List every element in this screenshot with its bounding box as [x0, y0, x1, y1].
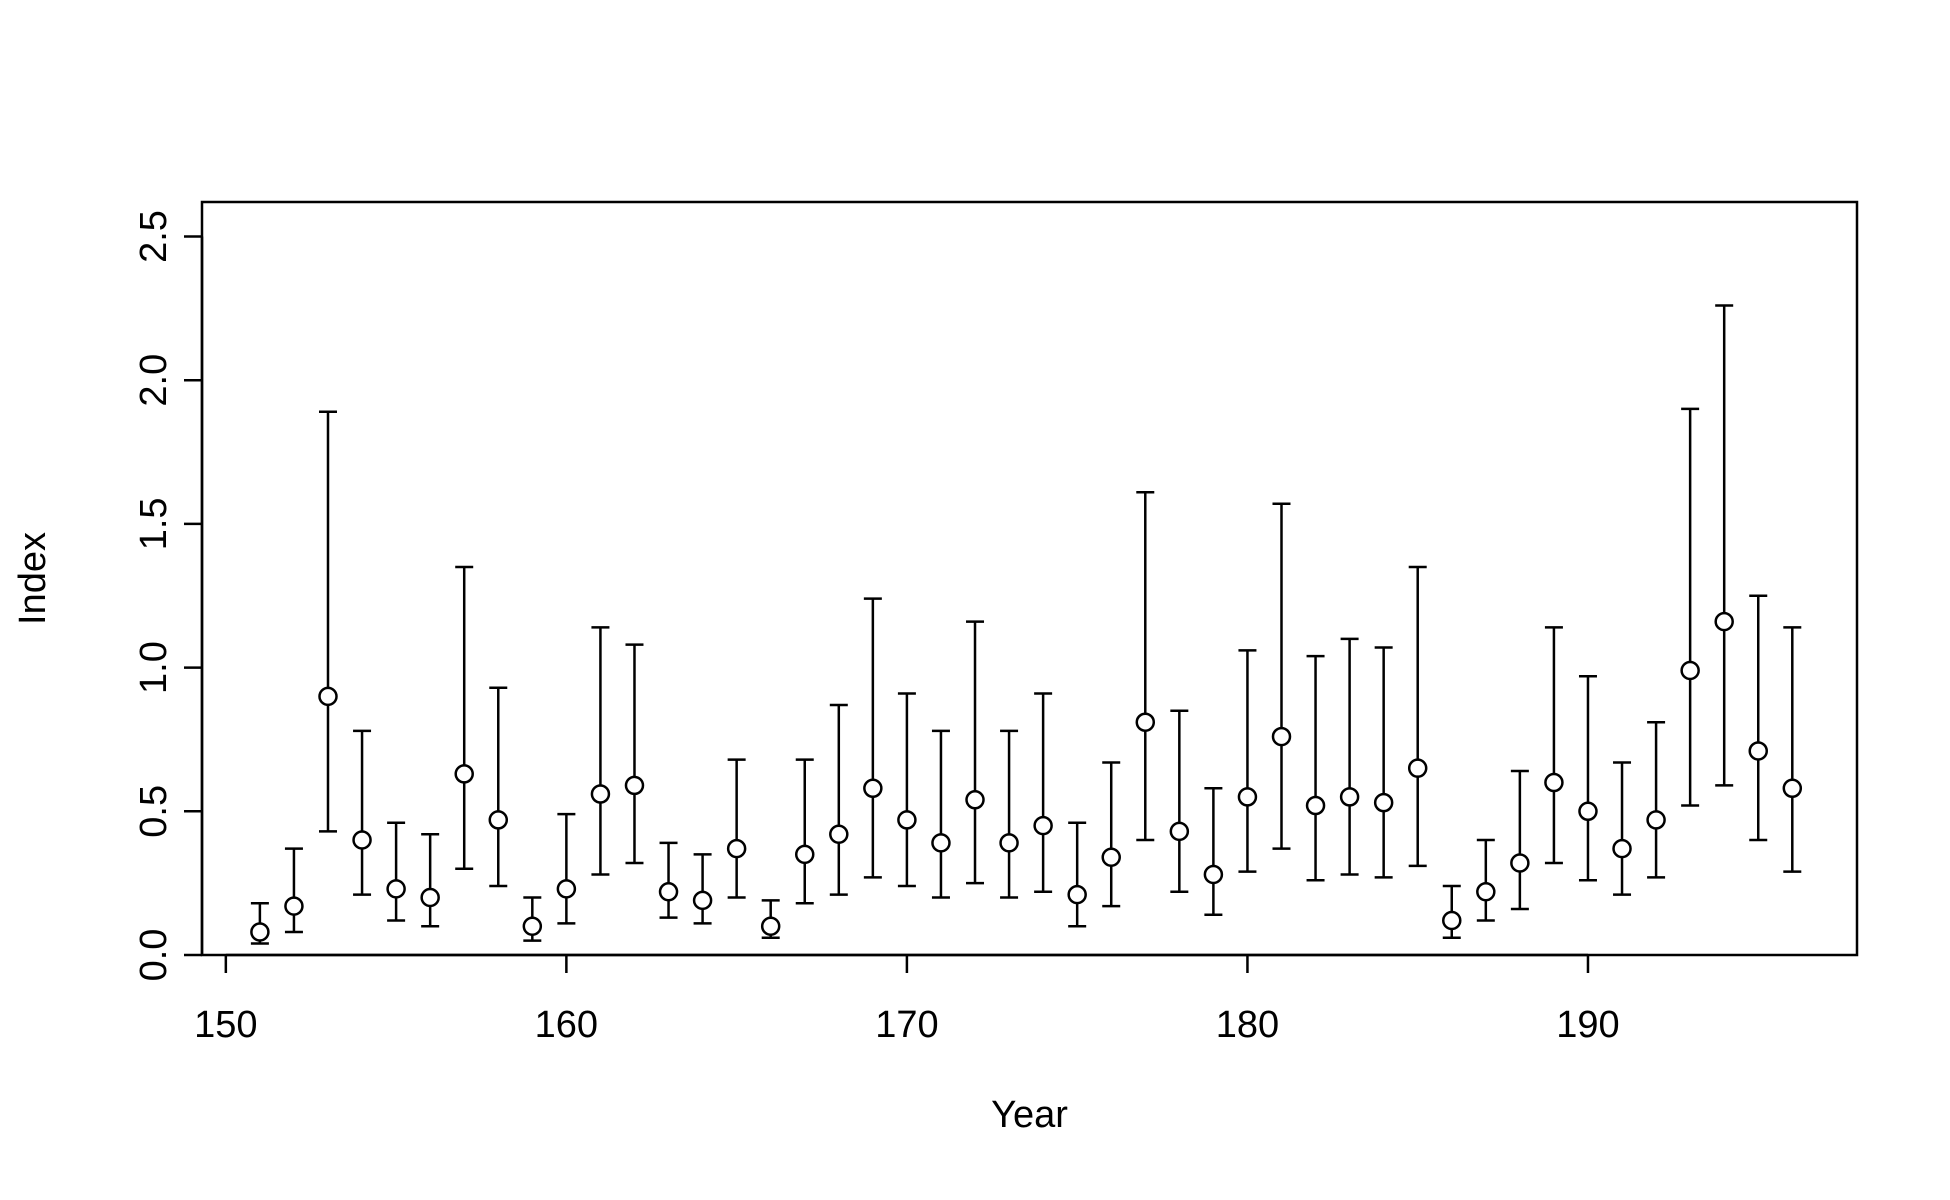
x-axis-label: Year — [991, 1094, 1068, 1136]
data-point — [1680, 660, 1700, 681]
y-tick-label: 2.5 — [133, 210, 175, 263]
data-point — [1135, 712, 1156, 732]
data-point — [1612, 838, 1632, 859]
y-tick-label: 1.0 — [133, 641, 175, 694]
data-point — [1033, 815, 1053, 836]
data-point — [1476, 882, 1496, 902]
data-point — [1442, 910, 1462, 931]
data-point — [1714, 611, 1734, 632]
data-point — [1578, 801, 1598, 822]
data-point — [829, 824, 849, 845]
y-axis-label: Index — [12, 532, 54, 625]
x-tick-label: 180 — [1216, 1004, 1279, 1046]
data-point — [590, 784, 611, 804]
data-point — [658, 882, 679, 902]
y-tick-label: 0.5 — [133, 785, 175, 838]
data-point — [1373, 792, 1394, 813]
data-point — [1544, 772, 1564, 793]
data-point — [1101, 847, 1121, 868]
data-point — [931, 833, 951, 853]
x-axis: 150 160 170 180 190 — [194, 953, 1620, 1046]
data-point — [1305, 795, 1326, 816]
data-point — [1271, 726, 1292, 747]
data-point — [488, 810, 509, 830]
data-point — [897, 810, 917, 830]
data-point — [1407, 758, 1428, 778]
data-point — [1067, 884, 1087, 905]
data-point — [760, 916, 781, 937]
data-point — [692, 890, 713, 911]
y-tick-label: 2.0 — [133, 354, 175, 407]
data-point — [522, 916, 543, 937]
x-tick-label: 190 — [1556, 1004, 1619, 1046]
y-tick-label: 0.0 — [133, 929, 175, 982]
error-bars — [250, 304, 1802, 945]
data-point — [1339, 787, 1360, 807]
data-point — [1169, 821, 1190, 842]
data-point — [250, 922, 270, 942]
data-point — [420, 887, 440, 908]
x-tick-label: 160 — [535, 1004, 598, 1046]
data-point — [726, 838, 747, 859]
data-point — [1510, 853, 1530, 873]
data-point — [1237, 787, 1258, 807]
data-point — [624, 775, 645, 796]
y-tick-label: 1.5 — [133, 497, 175, 550]
data-point — [965, 790, 985, 810]
data-point — [1748, 741, 1768, 761]
x-tick-label: 170 — [875, 1004, 938, 1046]
data-point — [454, 764, 474, 784]
data-point — [318, 686, 338, 707]
plot-frame — [200, 200, 1859, 957]
data-point — [863, 778, 883, 799]
y-axis: 0.0 0.5 1.0 1.5 2.0 2.5 — [133, 210, 204, 982]
data-point — [352, 830, 372, 850]
data-point — [1646, 810, 1666, 830]
data-point — [794, 844, 815, 865]
data-point — [999, 833, 1019, 853]
data-point — [284, 896, 304, 916]
x-tick-label: 150 — [194, 1004, 257, 1046]
data-point — [1782, 778, 1803, 799]
data-point — [386, 879, 406, 899]
data-points — [250, 611, 1803, 942]
data-point — [1203, 864, 1224, 885]
data-point — [556, 879, 577, 899]
